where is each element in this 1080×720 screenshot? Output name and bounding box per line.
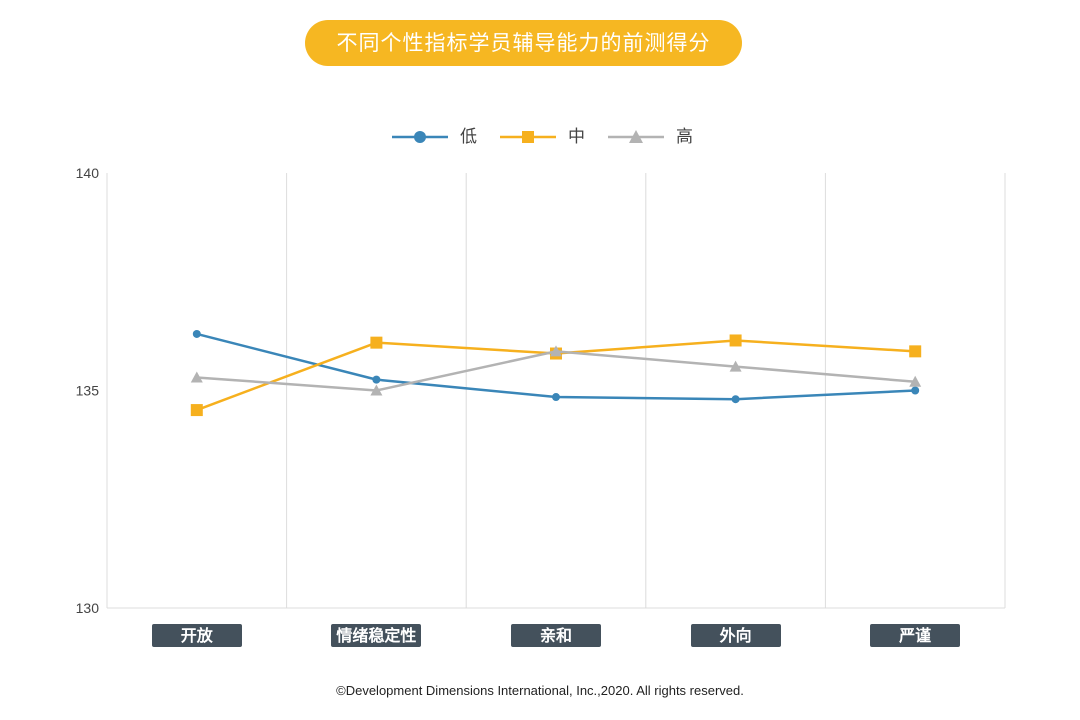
x-tick-label: 情绪稳定性 xyxy=(331,624,422,647)
y-tick-label: 130 xyxy=(76,600,100,616)
data-point xyxy=(372,375,381,384)
data-point xyxy=(729,334,742,347)
y-tick-label: 135 xyxy=(76,383,100,399)
copyright-footer: ©Development Dimensions International, I… xyxy=(336,683,744,698)
data-point xyxy=(370,336,383,349)
triangle-marker-icon xyxy=(608,130,664,143)
y-tick-label: 140 xyxy=(76,165,100,181)
data-point xyxy=(909,345,922,358)
data-point xyxy=(729,360,742,372)
legend-label-low: 低 xyxy=(460,127,477,147)
data-point xyxy=(190,404,203,417)
x-tick-label: 开放 xyxy=(151,624,242,647)
circle-marker-icon xyxy=(392,131,448,143)
x-tick-label: 亲和 xyxy=(511,624,601,647)
data-point xyxy=(911,386,920,395)
square-marker-icon xyxy=(500,131,556,143)
data-point xyxy=(909,375,922,387)
x-tick-label: 严谨 xyxy=(870,624,961,647)
chart-title: 不同个性指标学员辅导能力的前测得分 xyxy=(305,20,742,66)
legend-label-mid: 中 xyxy=(568,127,585,147)
data-point xyxy=(731,395,740,404)
data-point xyxy=(192,329,201,338)
x-tick-label: 外向 xyxy=(690,624,781,647)
legend-label-high: 高 xyxy=(676,127,693,147)
data-point xyxy=(370,384,383,396)
data-point xyxy=(552,393,560,402)
data-point xyxy=(550,345,562,357)
data-point xyxy=(190,371,203,383)
